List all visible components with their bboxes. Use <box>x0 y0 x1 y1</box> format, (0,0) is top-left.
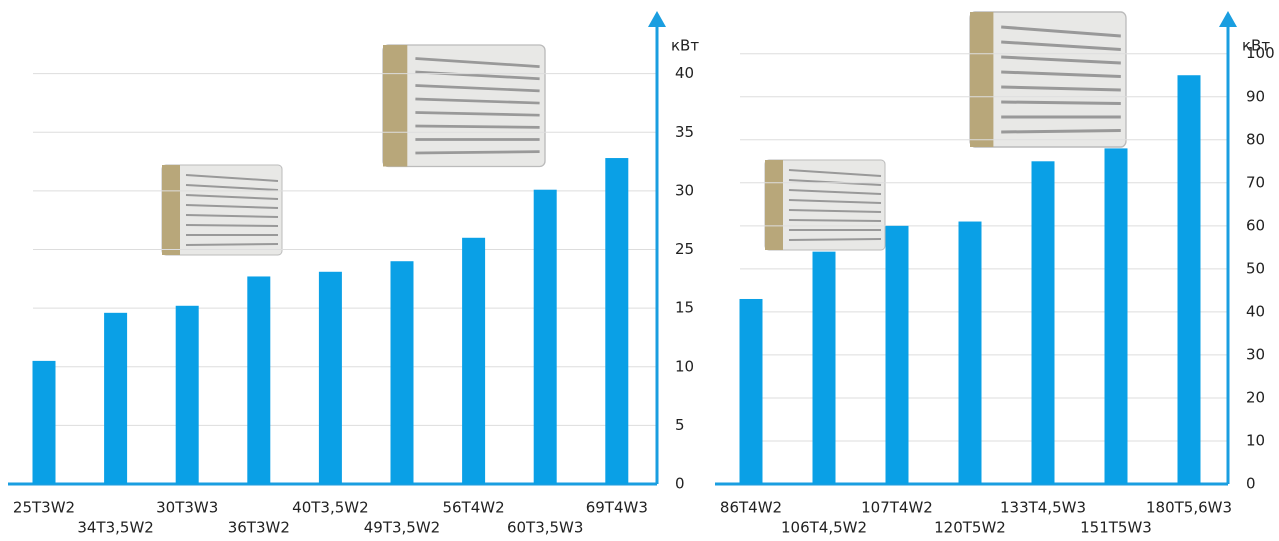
bar <box>1177 75 1201 485</box>
x-tick-label: 106T4,5W2 <box>781 519 867 537</box>
y-tick-label: 30 <box>1246 345 1265 363</box>
y-tick-label: 20 <box>1246 388 1265 406</box>
bar <box>885 225 909 484</box>
bar <box>32 360 56 484</box>
y-tick-label: 0 <box>675 475 685 493</box>
bar <box>812 251 836 484</box>
bar <box>175 305 199 484</box>
axis-arrow <box>1219 11 1237 27</box>
bar <box>462 237 486 484</box>
bar <box>247 276 271 484</box>
y-axis-label: кВт <box>1242 37 1270 55</box>
x-tick-label: 56T4W2 <box>443 499 505 517</box>
y-tick-label: 40 <box>675 64 694 82</box>
bar <box>739 298 763 484</box>
x-tick-label: 120T5W2 <box>934 519 1006 537</box>
x-tick-label: 133T4,5W3 <box>1000 499 1086 517</box>
y-tick-label: 35 <box>675 123 694 141</box>
bar <box>104 312 128 484</box>
x-tick-label: 151T5W3 <box>1080 519 1152 537</box>
bar <box>533 189 557 484</box>
bar <box>605 158 629 485</box>
heater-image <box>968 10 1128 149</box>
x-tick-label: 36T3W2 <box>228 519 290 537</box>
y-tick-label: 100 <box>1246 44 1275 62</box>
x-tick-label: 69T4W3 <box>586 499 648 517</box>
x-tick-label: 86T4W2 <box>720 499 782 517</box>
x-tick-label: 34T3,5W2 <box>77 519 153 537</box>
y-tick-label: 30 <box>675 181 694 199</box>
bar <box>318 271 342 484</box>
bar <box>958 221 982 484</box>
y-tick-label: 15 <box>675 299 694 317</box>
bar <box>390 261 414 484</box>
heater-image <box>764 159 886 251</box>
y-tick-label: 60 <box>1246 216 1265 234</box>
x-tick-label: 25T3W2 <box>13 499 75 517</box>
y-tick-label: 25 <box>675 240 694 258</box>
heater-image <box>381 43 547 168</box>
x-tick-label: 107T4W2 <box>861 499 933 517</box>
y-tick-label: 10 <box>1246 431 1265 449</box>
y-tick-label: 0 <box>1246 475 1256 493</box>
x-tick-label: 40T3,5W2 <box>292 499 368 517</box>
heater-image <box>161 164 283 256</box>
bar <box>1031 161 1055 484</box>
y-tick-label: 10 <box>675 357 694 375</box>
y-tick-label: 5 <box>675 416 685 434</box>
axis-arrow <box>648 11 666 27</box>
y-tick-label: 40 <box>1246 302 1265 320</box>
x-tick-label: 60T3,5W3 <box>507 519 583 537</box>
x-tick-label: 30T3W3 <box>156 499 218 517</box>
y-tick-label: 50 <box>1246 259 1265 277</box>
x-tick-label: 180T5,6W3 <box>1146 499 1232 517</box>
x-tick-label: 49T3,5W2 <box>364 519 440 537</box>
y-tick-label: 80 <box>1246 130 1265 148</box>
y-axis-label: кВт <box>671 37 699 55</box>
y-tick-label: 90 <box>1246 87 1265 105</box>
bar <box>1104 148 1128 484</box>
y-tick-label: 70 <box>1246 173 1265 191</box>
